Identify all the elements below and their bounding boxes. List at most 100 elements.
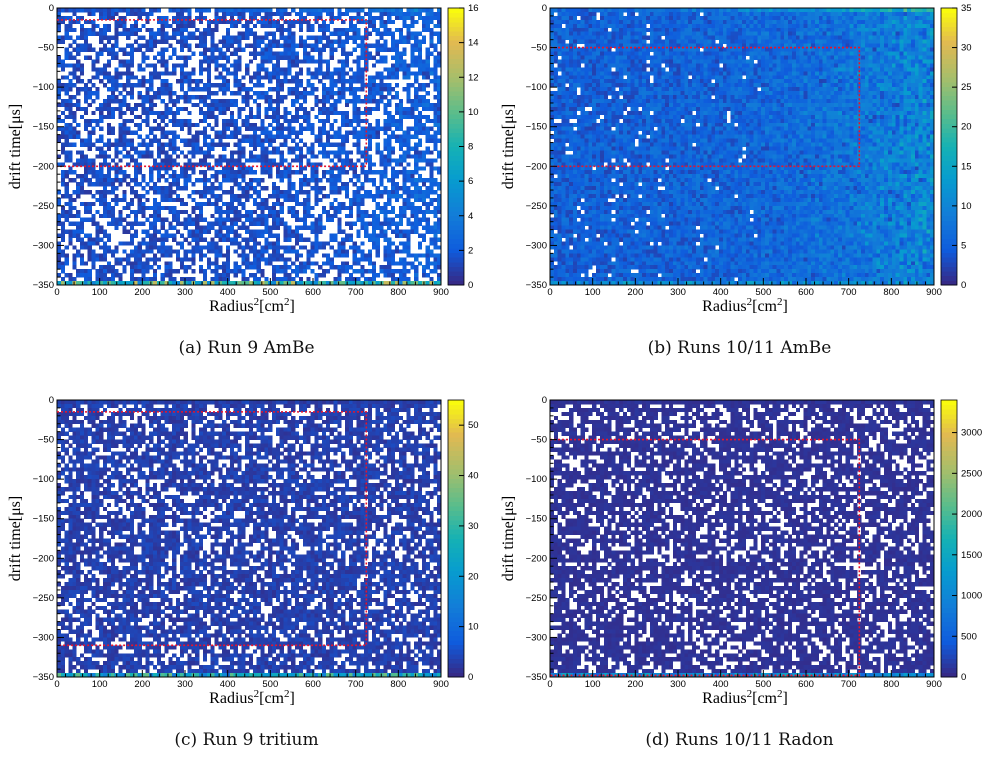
heatmap-cell: [257, 79, 261, 83]
heatmap-cell: [376, 48, 380, 52]
heatmap-cell: [800, 12, 804, 16]
heatmap-cell: [214, 241, 218, 245]
heatmap-cell: [429, 103, 433, 107]
heatmap-cell: [372, 218, 376, 222]
heatmap-cell: [95, 139, 99, 143]
heatmap-cell: [433, 222, 437, 226]
heatmap-cell: [761, 8, 765, 12]
heatmap-cell: [257, 253, 261, 257]
heatmap-cell: [592, 8, 596, 12]
heatmap-cell: [276, 52, 280, 56]
heatmap-cell: [199, 59, 203, 63]
heatmap-cell: [234, 119, 238, 123]
heatmap-cell: [429, 174, 433, 178]
heatmap-cell: [272, 147, 276, 151]
heatmap-cell: [399, 63, 403, 67]
heatmap-cell: [80, 182, 84, 186]
heatmap-cell: [222, 234, 226, 238]
heatmap-cell: [372, 135, 376, 139]
heatmap-cell: [391, 131, 395, 135]
heatmap-cell: [195, 87, 199, 91]
heatmap-cell: [188, 55, 192, 59]
color-bar-step: [448, 151, 464, 156]
heatmap-cell: [103, 214, 107, 218]
heatmap-cell: [333, 48, 337, 52]
heatmap-cell: [326, 24, 330, 28]
heatmap-cell: [310, 59, 314, 63]
heatmap-cell: [345, 182, 349, 186]
x-tick-label: 800: [390, 287, 406, 298]
heatmap-cell: [191, 147, 195, 151]
heatmap-cell: [646, 20, 650, 24]
heatmap-cell: [608, 16, 612, 20]
heatmap-cell: [138, 253, 142, 257]
heatmap-cell: [688, 16, 692, 20]
heatmap-cell: [861, 12, 865, 16]
heatmap-cell: [360, 67, 364, 71]
heatmap-cell: [268, 143, 272, 147]
heatmap-cell: [368, 135, 372, 139]
heatmap-cell: [284, 222, 288, 226]
heatmap-cell: [284, 273, 288, 277]
heatmap-cell: [565, 16, 569, 20]
heatmap-cell: [115, 150, 119, 154]
heatmap-cell: [284, 143, 288, 147]
heatmap-cell: [353, 269, 357, 273]
heatmap-cell: [180, 127, 184, 131]
heatmap-cell: [819, 16, 823, 20]
heatmap-cell: [226, 178, 230, 182]
heatmap-cell: [345, 265, 349, 269]
heatmap-cell: [383, 24, 387, 28]
heatmap-cell: [138, 198, 142, 202]
y-tick-label: −200: [33, 161, 54, 172]
heatmap-cell: [426, 8, 430, 12]
heatmap-cell: [611, 20, 615, 24]
heatmap-cell: [303, 245, 307, 249]
heatmap-cell: [337, 249, 341, 253]
heatmap-cell: [245, 194, 249, 198]
heatmap-cell: [295, 12, 299, 16]
heatmap-cell: [65, 52, 69, 56]
heatmap-cell: [161, 150, 165, 154]
heatmap-cell: [376, 83, 380, 87]
heatmap-cell: [207, 249, 211, 253]
heatmap-cell: [264, 99, 268, 103]
heatmap-cell: [387, 75, 391, 79]
heatmap-cell: [353, 202, 357, 206]
heatmap-cell: [234, 59, 238, 63]
heatmap-cell: [422, 234, 426, 238]
heatmap-cell: [257, 178, 261, 182]
heatmap-cell: [307, 265, 311, 269]
heatmap-cell: [130, 226, 134, 230]
heatmap-cell: [619, 16, 623, 20]
heatmap-cell: [383, 28, 387, 32]
heatmap-cell: [585, 8, 589, 12]
heatmap-cell: [207, 222, 211, 226]
heatmap-cell: [414, 150, 418, 154]
heatmap-cell: [406, 206, 410, 210]
heatmap-cell: [264, 91, 268, 95]
heatmap-cell: [149, 178, 153, 182]
heatmap-cell: [138, 206, 142, 210]
heatmap-cell: [433, 16, 437, 20]
heatmap-cell: [418, 206, 422, 210]
heatmap-cell: [203, 67, 207, 71]
heatmap-cell: [341, 135, 345, 139]
heatmap-cell: [249, 115, 253, 119]
heatmap-cell: [72, 257, 76, 261]
heatmap-cell: [403, 71, 407, 75]
heatmap-cell: [61, 87, 65, 91]
heatmap-cell: [399, 162, 403, 166]
heatmap-cell: [414, 91, 418, 95]
x-tick-label: 600: [305, 287, 321, 298]
heatmap-cell: [191, 190, 195, 194]
heatmap-cell: [253, 115, 257, 119]
heatmap-cell: [218, 158, 222, 162]
heatmap-cell: [380, 99, 384, 103]
heatmap-cell: [264, 186, 268, 190]
heatmap-cell: [426, 28, 430, 32]
heatmap-cell: [61, 194, 65, 198]
heatmap-cell: [126, 139, 130, 143]
heatmap-cell: [88, 103, 92, 107]
heatmap-cell: [372, 20, 376, 24]
